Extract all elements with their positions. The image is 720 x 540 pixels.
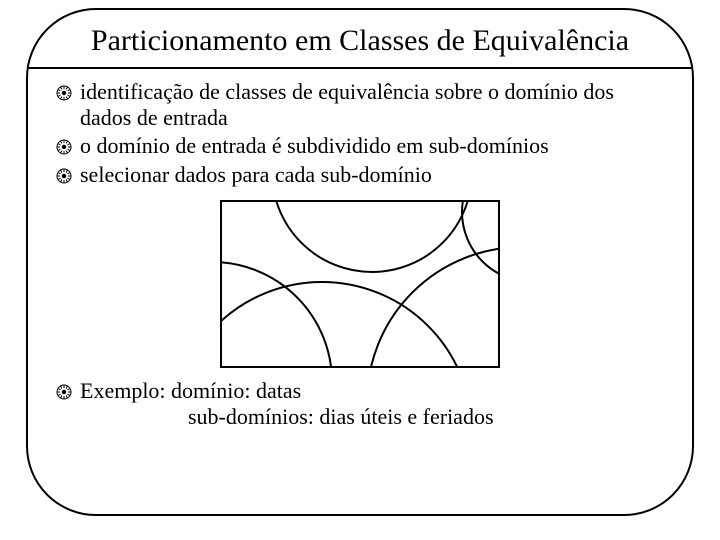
list-item: identificação de classes de equivalência…: [56, 79, 664, 132]
clock-bullet-icon: [56, 139, 72, 155]
clock-bullet-icon: [56, 85, 72, 101]
partition-diagram: [220, 200, 500, 368]
list-item: Exemplo: domínio: datas sub-domínios: di…: [56, 378, 664, 431]
list-item: selecionar dados para cada sub-domínio: [56, 162, 664, 188]
list-item: o domínio de entrada é subdividido em su…: [56, 133, 664, 159]
example-line-2: sub-domínios: dias úteis e feriados: [80, 404, 664, 430]
diagram-container: [56, 200, 664, 368]
bullet-text: selecionar dados para cada sub-domínio: [80, 162, 664, 188]
slide-frame: Particionamento em Classes de Equivalênc…: [26, 8, 694, 516]
bullet-text: o domínio de entrada é subdividido em su…: [80, 133, 664, 159]
bullet-text: identificação de classes de equivalência…: [80, 79, 664, 132]
clock-bullet-icon: [56, 168, 72, 184]
example-label: Exemplo:: [80, 378, 166, 403]
slide-title: Particionamento em Classes de Equivalênc…: [28, 10, 692, 69]
slide-content: identificação de classes de equivalência…: [28, 69, 692, 431]
partition-diagram-svg: [222, 202, 500, 368]
clock-bullet-icon: [56, 384, 72, 400]
example-block: Exemplo: domínio: datas sub-domínios: di…: [80, 378, 664, 431]
example-line-1: Exemplo: domínio: datas: [80, 378, 664, 404]
example-line1-rest: domínio: datas: [166, 378, 302, 403]
